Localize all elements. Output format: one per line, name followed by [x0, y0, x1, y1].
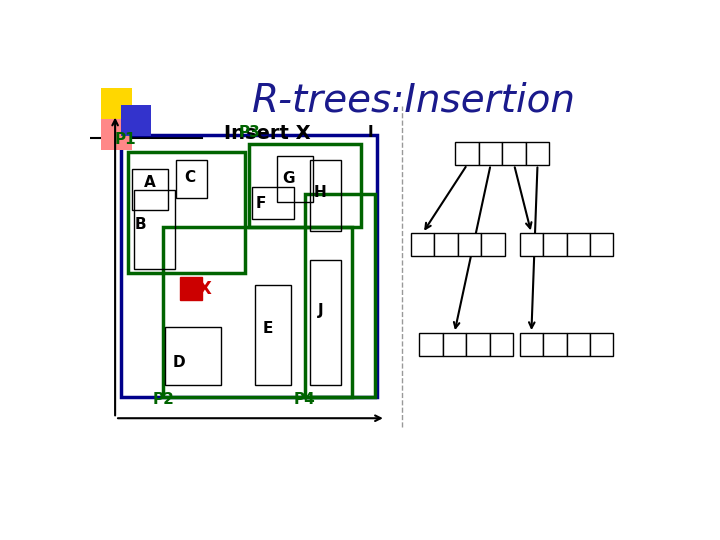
Text: P2: P2	[481, 146, 500, 160]
Bar	[520, 233, 543, 256]
Text: G: G	[549, 338, 560, 352]
Bar	[181, 277, 202, 300]
Text: G: G	[282, 171, 295, 186]
Text: D: D	[426, 338, 437, 352]
Bar	[101, 87, 132, 119]
Text: P1: P1	[457, 146, 477, 160]
Text: J: J	[318, 302, 323, 318]
Bar	[121, 105, 151, 136]
Bar	[503, 141, 526, 165]
Text: P4: P4	[528, 146, 547, 160]
Bar	[590, 233, 613, 256]
Bar	[419, 333, 443, 356]
Bar	[249, 144, 361, 227]
Bar	[458, 233, 481, 256]
Text: P4: P4	[294, 392, 315, 407]
Bar	[490, 333, 513, 356]
Bar	[305, 194, 374, 397]
Bar	[166, 327, 221, 385]
Bar	[133, 190, 176, 268]
Bar	[434, 233, 458, 256]
Text: B: B	[441, 238, 451, 252]
Bar	[411, 233, 434, 256]
Text: A: A	[144, 174, 156, 190]
Text: Insert X: Insert X	[224, 124, 310, 143]
Text: P2: P2	[153, 392, 174, 407]
Bar	[543, 333, 567, 356]
Text: P1: P1	[114, 132, 136, 147]
Bar	[443, 333, 466, 356]
Bar	[479, 141, 503, 165]
Bar	[520, 333, 543, 356]
Bar	[163, 227, 352, 397]
Text: C: C	[184, 170, 195, 185]
Bar	[456, 141, 479, 165]
Text: H: H	[526, 238, 537, 252]
Bar	[310, 160, 341, 231]
Text: A: A	[417, 238, 428, 252]
Text: P3: P3	[238, 125, 260, 140]
Text: P3: P3	[504, 146, 524, 160]
Text: J: J	[576, 238, 581, 252]
Text: H: H	[314, 185, 327, 200]
Bar	[101, 119, 132, 150]
Bar	[590, 333, 613, 356]
Bar	[466, 333, 490, 356]
Bar	[567, 233, 590, 256]
Bar	[255, 285, 291, 385]
Bar	[567, 333, 590, 356]
Text: C: C	[464, 238, 474, 252]
Bar	[543, 233, 567, 256]
Text: B: B	[135, 217, 146, 232]
Text: I: I	[552, 238, 557, 252]
Bar	[310, 260, 341, 385]
Bar	[252, 187, 294, 219]
Text: X: X	[472, 338, 483, 352]
Text: R-trees:Insertion: R-trees:Insertion	[252, 81, 576, 119]
Bar	[277, 156, 313, 202]
Text: F: F	[526, 338, 536, 352]
Bar	[526, 141, 549, 165]
Text: X: X	[197, 280, 212, 298]
Text: I: I	[368, 125, 374, 140]
Bar	[128, 152, 245, 273]
Bar	[132, 168, 168, 210]
Text: E: E	[262, 321, 273, 336]
Text: F: F	[256, 196, 266, 211]
Bar	[176, 160, 207, 198]
Text: E: E	[449, 338, 459, 352]
Text: D: D	[173, 355, 186, 369]
Bar	[481, 233, 505, 256]
Bar	[121, 136, 377, 397]
